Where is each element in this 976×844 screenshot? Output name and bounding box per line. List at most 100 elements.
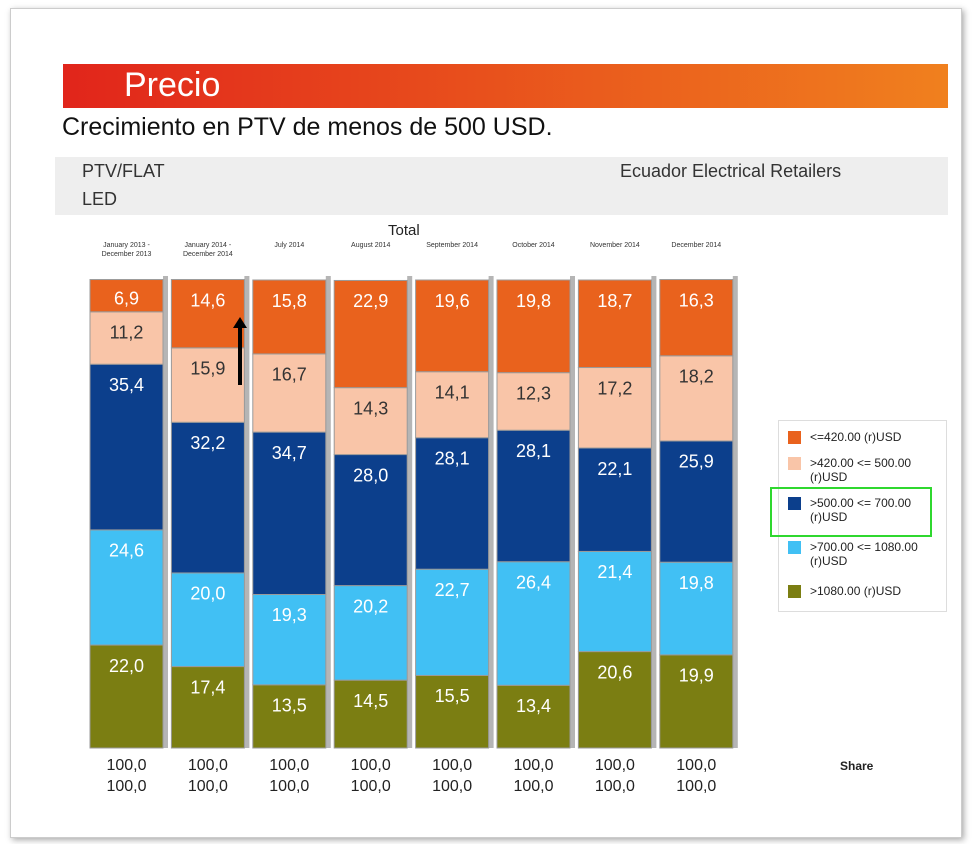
total-label: 100,0	[269, 757, 309, 774]
bar-shadow	[407, 276, 413, 748]
value-label: 22,0	[109, 656, 144, 676]
value-label: 16,3	[679, 290, 714, 310]
highlight-box	[770, 487, 932, 537]
value-label: 22,9	[353, 291, 388, 311]
value-label: 14,5	[353, 691, 388, 711]
value-label: 17,4	[190, 677, 225, 697]
value-label: 12,3	[516, 383, 551, 403]
value-label: 15,9	[190, 359, 225, 379]
value-label: 15,8	[272, 291, 307, 311]
bar-segment	[496, 429, 571, 563]
x-tick-label: September 2014	[426, 242, 478, 249]
totals-label: Share	[840, 759, 874, 773]
bar-segment	[577, 447, 652, 552]
total-label: 100,0	[513, 778, 553, 795]
value-label: 11,2	[110, 323, 144, 343]
legend-swatch	[788, 541, 801, 554]
bar-segment	[577, 651, 652, 749]
bar-segment	[89, 279, 164, 313]
value-label: 35,4	[109, 375, 144, 395]
bar-segment	[333, 279, 408, 389]
x-tick-label: January 2014 - December 2014	[182, 242, 233, 258]
value-label: 32,2	[190, 433, 225, 453]
info-band	[55, 157, 948, 215]
slide-frame	[10, 8, 962, 838]
legend-label: >420.00 <= 500.00 (r)USD	[810, 456, 912, 484]
legend-box	[778, 420, 947, 612]
x-tick-label: January 2013 - December 2013	[101, 242, 152, 258]
legend-swatch	[788, 497, 801, 510]
bar-shadow	[325, 276, 331, 748]
bar-segment	[659, 279, 734, 357]
bar-segment	[659, 561, 734, 656]
bar-segment	[577, 550, 652, 653]
bar-segment	[252, 431, 327, 595]
bar-segment	[333, 454, 408, 587]
title: Precio	[124, 66, 221, 104]
value-label: 19,6	[435, 291, 470, 311]
bar-segment	[89, 363, 164, 531]
bar-shadow	[244, 276, 250, 748]
info-left: LED	[82, 189, 118, 209]
bar-segment	[170, 666, 245, 749]
value-label: 22,1	[597, 459, 632, 479]
legend-swatch	[788, 431, 801, 444]
value-label: 19,8	[679, 573, 714, 593]
bar-segment	[415, 371, 490, 439]
bar-segment	[252, 353, 327, 433]
total-label: 100,0	[595, 757, 635, 774]
subtitle: Crecimiento en PTV de menos de 500 USD.	[62, 113, 553, 141]
title-banner	[63, 64, 948, 108]
bar-segment	[333, 585, 408, 681]
arrow-head	[233, 317, 247, 328]
bar-segment	[170, 572, 245, 668]
bar-segment	[170, 347, 245, 423]
total-label: 100,0	[676, 778, 716, 795]
value-label: 6,9	[114, 288, 139, 308]
value-label: 16,7	[272, 365, 307, 385]
bar-shadow	[732, 276, 738, 748]
bar-shadow	[570, 276, 575, 748]
total-label: 100,0	[106, 778, 146, 795]
bar-segment	[659, 355, 734, 442]
legend-swatch	[788, 585, 801, 598]
info-right: Ecuador Electrical Retailers	[620, 161, 842, 181]
bar-segment	[577, 367, 652, 449]
legend-label: <=420.00 (r)USD	[810, 430, 902, 444]
bar-shadow	[163, 276, 168, 748]
value-label: 14,3	[353, 398, 388, 418]
x-tick-label: December 2014	[671, 242, 722, 249]
value-label: 15,5	[435, 686, 470, 706]
bar-segment	[170, 279, 245, 349]
value-label: 25,9	[679, 452, 714, 472]
total-label: 100,0	[676, 757, 716, 774]
bar-segment	[333, 387, 408, 456]
value-label: 26,4	[516, 572, 551, 592]
value-label: 19,3	[272, 605, 307, 625]
value-label: 20,0	[190, 584, 225, 604]
value-label: 13,5	[272, 696, 307, 716]
value-label: 18,7	[597, 291, 632, 311]
bar-segment	[496, 279, 571, 374]
value-label: 34,7	[272, 443, 307, 463]
bar-segment	[496, 372, 571, 431]
value-label: 24,6	[109, 541, 144, 561]
value-label: 28,0	[353, 465, 388, 485]
value-label: 20,6	[597, 662, 632, 682]
bar-segment	[252, 279, 327, 355]
value-label: 19,8	[516, 291, 551, 311]
bar-segment	[415, 568, 490, 676]
total-label: 100,0	[188, 757, 228, 774]
value-label: 18,2	[679, 367, 714, 387]
total-label: 100,0	[351, 778, 391, 795]
legend-label: >700.00 <= 1080.00 (r)USD	[810, 540, 918, 568]
x-tick-label: July 2014	[274, 242, 305, 249]
legend-swatch	[788, 457, 801, 470]
bar-segment	[577, 279, 652, 369]
bar-segment	[89, 311, 164, 365]
total-label: 100,0	[188, 778, 228, 795]
legend-label: >500.00 <= 700.00 (r)USD	[810, 496, 912, 524]
total-label: 100,0	[106, 757, 146, 774]
